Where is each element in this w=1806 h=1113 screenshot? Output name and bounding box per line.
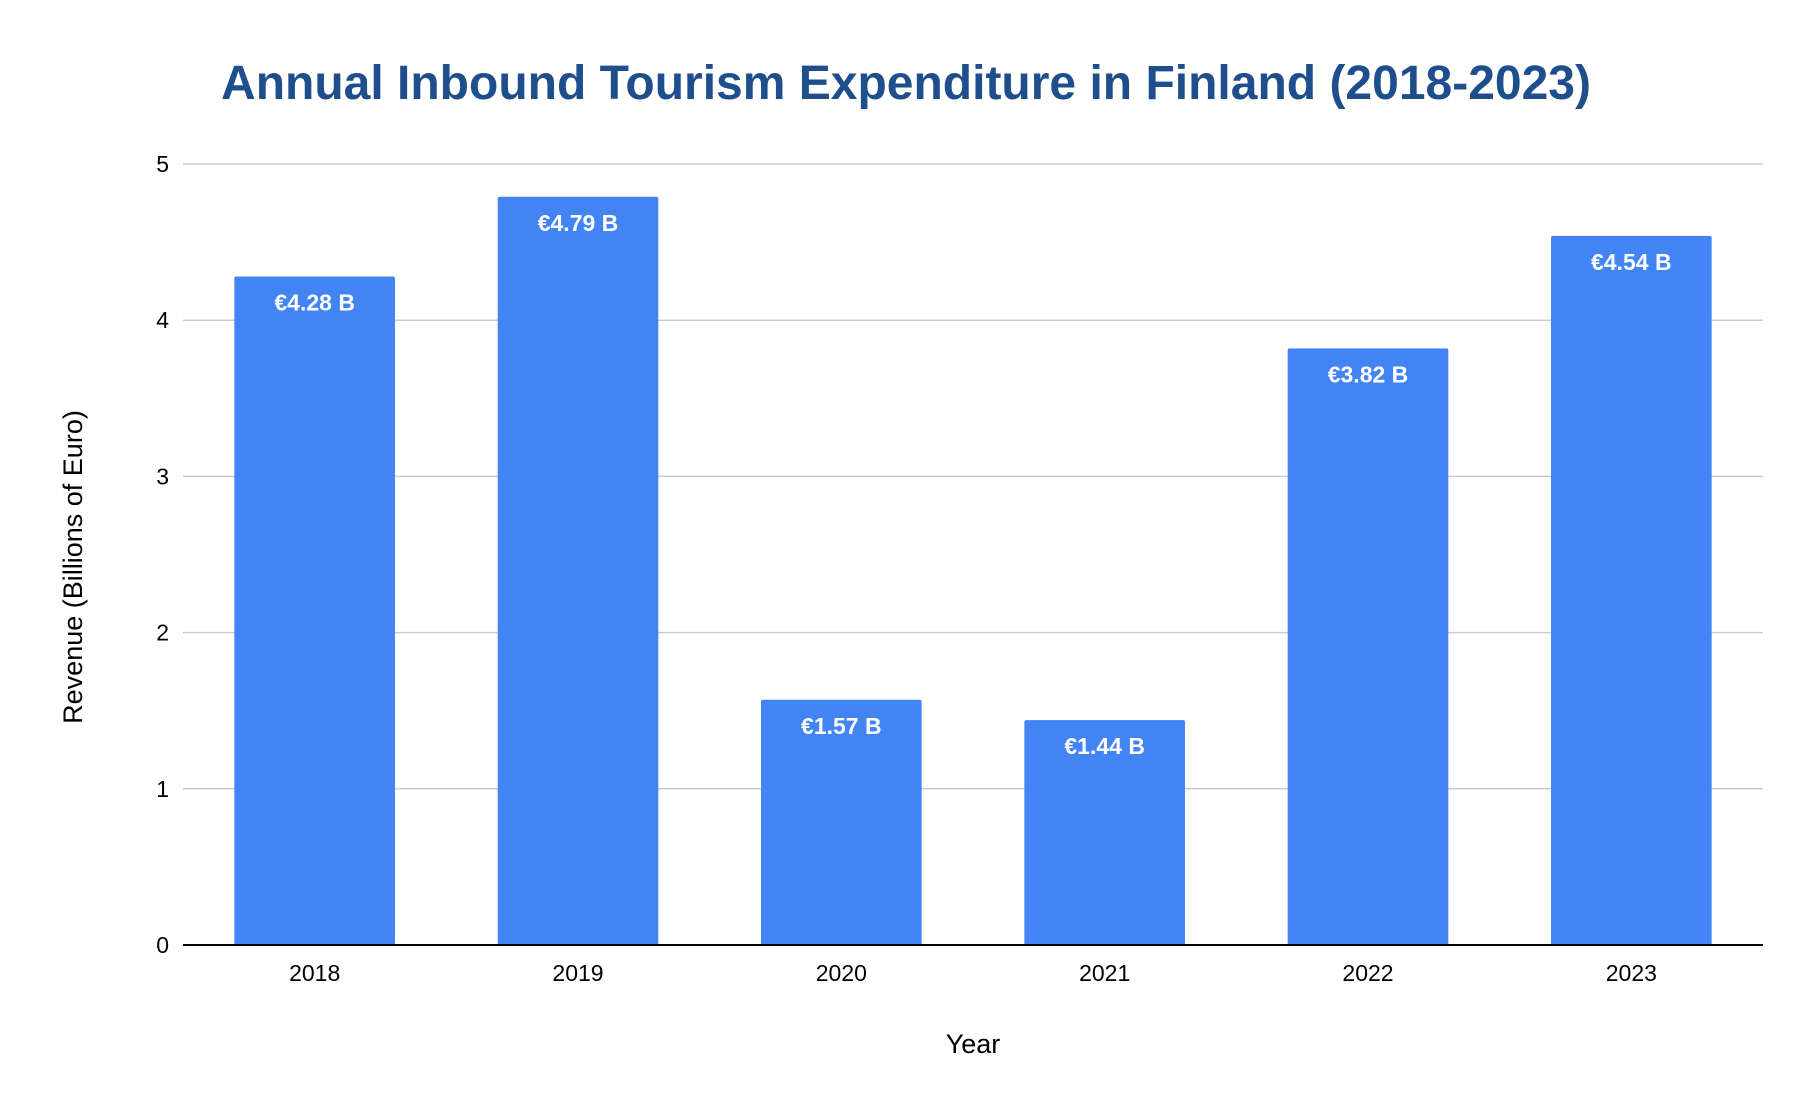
bar-2021 (1024, 720, 1185, 945)
x-tick-label-2021: 2021 (1079, 960, 1130, 986)
grid-lines (183, 163, 1763, 790)
x-tick-labels: 2018 2019 2020 2021 2022 2023 (289, 960, 1657, 986)
y-tick-label: 2 (156, 620, 169, 646)
y-axis-title: Revenue (Billions of Euro) (58, 410, 88, 724)
data-label-2019: €4.79 B (538, 210, 619, 236)
x-tick-label-2022: 2022 (1342, 960, 1393, 986)
x-tick-label-2023: 2023 (1606, 960, 1657, 986)
data-label-2018: €4.28 B (274, 289, 355, 315)
y-tick-label: 5 (156, 151, 169, 177)
bar-2020 (761, 699, 922, 945)
bar-2023 (1551, 235, 1712, 946)
y-tick-label: 3 (156, 463, 169, 489)
bar-2019 (497, 196, 659, 945)
x-axis-title: Year (946, 1029, 1001, 1059)
data-label-2022: €3.82 B (1328, 361, 1409, 387)
x-tick-label-2019: 2019 (552, 960, 603, 986)
bars (234, 196, 1712, 946)
y-tick-label: 0 (156, 932, 169, 958)
bar-2022 (1287, 348, 1449, 945)
x-tick-label-2018: 2018 (289, 960, 340, 986)
data-label-2021: €1.44 B (1064, 733, 1145, 759)
data-labels: €4.28 B €4.79 B €1.57 B €1.44 B €3.82 B €4.54… (274, 210, 1671, 759)
x-tick-label-2020: 2020 (816, 960, 867, 986)
data-label-2020: €1.57 B (801, 713, 882, 739)
y-tick-label: 4 (156, 307, 169, 333)
chart-title: Annual Inbound Tourism Expenditure in Fi… (221, 57, 1591, 110)
y-tick-labels: 0 1 2 3 4 5 (156, 151, 169, 958)
y-tick-label: 1 (156, 776, 169, 802)
data-label-2023: €4.54 B (1591, 249, 1672, 275)
bar-2018 (234, 276, 395, 945)
